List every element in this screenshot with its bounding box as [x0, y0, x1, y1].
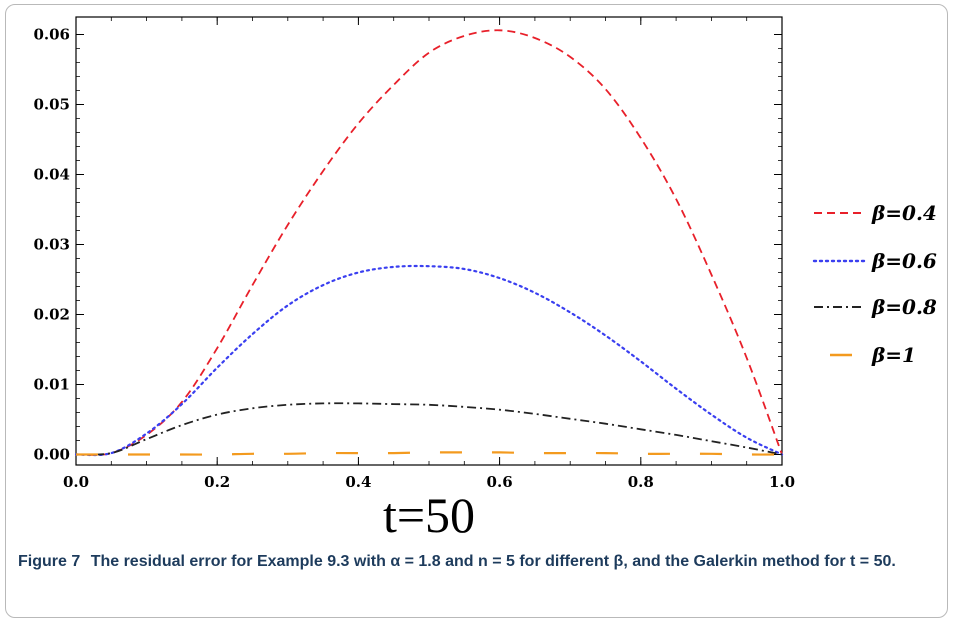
series-line-3	[75, 402, 783, 456]
x-tick-label: 1.0	[769, 473, 795, 491]
chart: 0.0 0.2 0.4 0.6 0.8 1.0 0.00 0.01 0.02 0.03 0.04 0.…	[33, 16, 937, 543]
legend-label-4: β=1	[871, 343, 916, 367]
x-axis-label: t=50	[383, 487, 475, 543]
caption-text: The residual error for Example 9.3 with …	[90, 553, 896, 570]
figure-caption: Figure 7 The residual error for Example …	[18, 550, 938, 574]
legend-label-1: β=0.4	[871, 201, 937, 225]
x-tick-label: 0.8	[628, 473, 654, 491]
y-tick-label: 0.02	[33, 306, 70, 324]
legend-label-3: β=0.8	[871, 295, 937, 319]
y-tick-label: 0.03	[33, 236, 70, 254]
series-line-4	[76, 451, 783, 456]
y-tick-label: 0.06	[33, 26, 70, 44]
plot-frame	[75, 16, 783, 466]
x-tick-label: 0.4	[345, 473, 371, 491]
x-tick-label: 0.0	[63, 473, 89, 491]
figure-frame: 0.0 0.2 0.4 0.6 0.8 1.0 0.00 0.01 0.02 0.03 0.04 0.…	[5, 4, 948, 618]
series-line-1	[75, 29, 783, 456]
y-tick-label: 0.05	[33, 96, 70, 114]
caption-figure-label: Figure 7	[18, 553, 81, 570]
series-line-2	[74, 264, 784, 457]
legend-label-2: β=0.6	[871, 249, 937, 273]
y-tick-label: 0.00	[33, 446, 70, 464]
x-tick-label: 0.6	[487, 473, 513, 491]
x-tick-label: 0.2	[204, 473, 230, 491]
y-tick-label: 0.04	[33, 166, 70, 184]
y-tick-label: 0.01	[33, 376, 70, 394]
